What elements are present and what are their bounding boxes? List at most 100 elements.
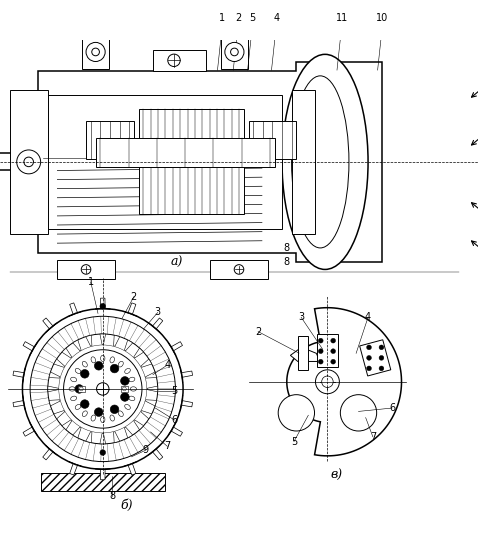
Circle shape <box>379 366 384 371</box>
Ellipse shape <box>91 415 96 421</box>
Polygon shape <box>43 445 57 460</box>
Circle shape <box>318 359 323 364</box>
Text: а): а) <box>171 256 183 269</box>
Polygon shape <box>62 348 72 358</box>
Ellipse shape <box>75 368 81 373</box>
Bar <box>10 90 48 234</box>
Circle shape <box>64 350 142 428</box>
Polygon shape <box>54 359 65 367</box>
Circle shape <box>122 387 126 391</box>
Circle shape <box>340 395 377 431</box>
Ellipse shape <box>82 362 87 367</box>
Polygon shape <box>168 422 183 436</box>
Ellipse shape <box>118 362 123 367</box>
Text: 2: 2 <box>235 13 241 23</box>
Circle shape <box>30 316 175 461</box>
Polygon shape <box>124 427 133 438</box>
Circle shape <box>75 384 84 393</box>
Text: 2: 2 <box>255 326 261 336</box>
Circle shape <box>278 395 315 431</box>
Ellipse shape <box>71 396 76 401</box>
Polygon shape <box>95 469 110 480</box>
Bar <box>292 90 315 234</box>
Bar <box>210 260 268 279</box>
Polygon shape <box>124 340 133 351</box>
Circle shape <box>80 400 89 408</box>
Bar <box>153 50 206 71</box>
Polygon shape <box>123 461 137 475</box>
Text: 10: 10 <box>376 13 389 23</box>
Ellipse shape <box>100 355 105 362</box>
Polygon shape <box>43 318 57 333</box>
Bar <box>78 386 85 392</box>
Text: 3: 3 <box>298 312 304 322</box>
Polygon shape <box>180 395 193 410</box>
Text: 2: 2 <box>130 292 137 302</box>
Circle shape <box>120 377 129 385</box>
Polygon shape <box>54 411 65 419</box>
Ellipse shape <box>282 54 368 270</box>
Circle shape <box>367 366 371 371</box>
Text: 6: 6 <box>172 415 177 425</box>
Bar <box>121 386 128 392</box>
Circle shape <box>367 355 371 360</box>
Bar <box>359 340 391 376</box>
Ellipse shape <box>129 377 135 382</box>
Text: 9: 9 <box>143 445 149 455</box>
Polygon shape <box>68 303 83 316</box>
Polygon shape <box>145 372 156 378</box>
Polygon shape <box>13 368 25 383</box>
Polygon shape <box>23 341 37 355</box>
Circle shape <box>110 405 119 413</box>
Circle shape <box>81 264 91 274</box>
Text: 4: 4 <box>164 360 170 370</box>
Ellipse shape <box>110 357 115 363</box>
Circle shape <box>322 376 333 387</box>
Text: 7: 7 <box>164 441 171 451</box>
Polygon shape <box>114 432 120 442</box>
Circle shape <box>79 387 83 391</box>
Polygon shape <box>86 432 92 442</box>
Ellipse shape <box>69 387 75 391</box>
Ellipse shape <box>129 396 135 401</box>
Polygon shape <box>23 422 37 436</box>
Bar <box>249 121 296 159</box>
Circle shape <box>94 408 103 416</box>
Polygon shape <box>147 386 158 392</box>
Ellipse shape <box>130 387 137 391</box>
Text: 1: 1 <box>88 277 94 287</box>
Polygon shape <box>145 400 156 406</box>
Circle shape <box>315 370 339 394</box>
Text: 6: 6 <box>389 403 395 413</box>
Circle shape <box>367 345 371 350</box>
Ellipse shape <box>118 411 123 416</box>
Polygon shape <box>134 420 143 430</box>
Text: в): в) <box>331 469 343 482</box>
Ellipse shape <box>100 416 105 422</box>
Circle shape <box>331 338 336 343</box>
Polygon shape <box>13 395 25 410</box>
Polygon shape <box>180 368 193 383</box>
Circle shape <box>234 264 244 274</box>
Ellipse shape <box>292 76 349 248</box>
Polygon shape <box>141 359 152 367</box>
Ellipse shape <box>82 411 87 416</box>
Bar <box>221 35 248 69</box>
Polygon shape <box>290 347 320 362</box>
Circle shape <box>94 362 103 370</box>
Polygon shape <box>68 461 83 475</box>
Ellipse shape <box>110 415 115 421</box>
Circle shape <box>331 349 336 354</box>
Circle shape <box>80 369 89 378</box>
Bar <box>57 260 115 279</box>
Text: 4: 4 <box>273 13 279 23</box>
Circle shape <box>100 450 106 455</box>
Circle shape <box>59 345 147 433</box>
Polygon shape <box>298 336 308 370</box>
Polygon shape <box>86 335 92 346</box>
Ellipse shape <box>75 405 81 410</box>
Bar <box>139 109 244 214</box>
Text: б): б) <box>120 499 133 512</box>
Circle shape <box>318 349 323 354</box>
Text: 7: 7 <box>369 432 376 442</box>
